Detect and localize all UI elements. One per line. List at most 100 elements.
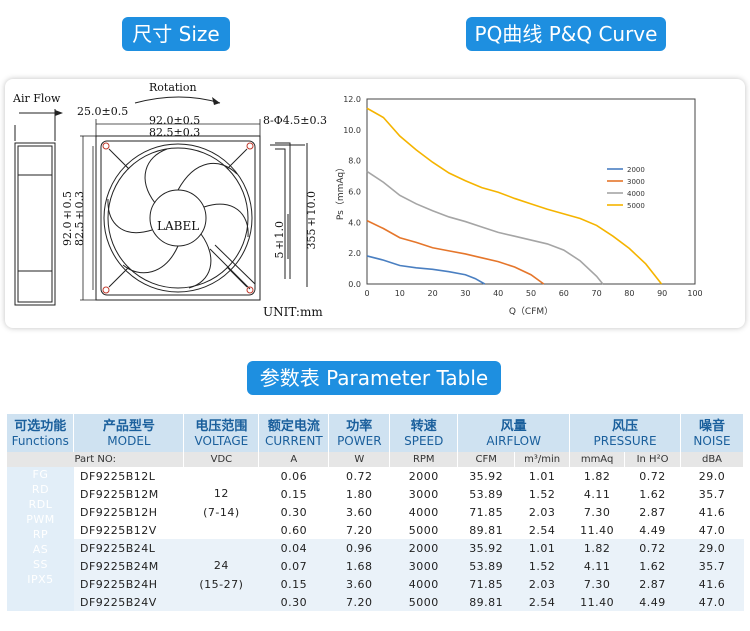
x-tick-label: 100 [687, 289, 702, 298]
function-item: RP [32, 528, 49, 541]
unit-rpm: RPM [389, 452, 459, 467]
series-line-4000 [366, 170, 604, 285]
y-tick-label: 0.0 [348, 280, 361, 289]
header-speed: 转速 SPEED [389, 414, 459, 452]
speed-cell: 2000 [389, 539, 458, 557]
power-cell: 3.60 [328, 575, 390, 593]
x-tick-label: 10 [395, 289, 405, 298]
y-tick-label: 4.0 [348, 218, 361, 227]
speed-cell: 4000 [408, 505, 439, 519]
table-units-row: Part NO: VDC A W RPM CFM m³/min mmAq In … [7, 452, 744, 467]
current-cell: 0.60 [280, 523, 308, 537]
mmaq-cell: 1.82 [569, 539, 625, 557]
series-line-2000 [366, 255, 486, 285]
rotation-label: Rotation [149, 81, 197, 94]
m3-cell: 2.54 [528, 523, 556, 537]
cfm-cell: 53.89 [469, 487, 504, 501]
cfm-cell: 71.85 [469, 505, 504, 519]
size-header: 尺寸 Size [122, 17, 230, 51]
table-body: FG RD RDL PWM RP AS SS IPX5 DF9225B12L 12 (7-14) 0.… [7, 467, 744, 611]
parameter-table-header: 参数表 Parameter Table [247, 361, 501, 395]
current-cell: 0.06 [280, 469, 308, 483]
x-tick-label: 40 [493, 289, 503, 298]
header-functions: 可选功能 Functions [7, 414, 75, 452]
unit-part-no: Part NO: [7, 452, 185, 467]
y-tick-label: 10.0 [343, 126, 361, 135]
power-cell: 1.68 [328, 557, 390, 575]
inh2o-cell: 0.72 [624, 539, 681, 557]
drawing-chart-panel: Air Flow Rotation 25.0±0.5 92.0±0.5 82.5… [5, 79, 745, 328]
current-cell: 0.04 [258, 539, 329, 557]
speed-cell: 5000 [389, 593, 458, 611]
x-tick-label: 50 [526, 289, 536, 298]
model-cell: DF9225B24H [73, 575, 184, 593]
dba-cell: 29.0 [698, 469, 726, 483]
x-axis-label: Q（CFM） [509, 306, 553, 317]
m3-cell: 1.01 [514, 539, 570, 557]
parameter-table: 可选功能 Functions 产品型号 MODEL 电压范围 VOLTAGE 额定电流… [7, 414, 744, 611]
current-cell: 0.15 [280, 487, 308, 501]
inh2o-cell: 4.49 [639, 523, 666, 537]
function-item: SS [33, 558, 48, 571]
unit-vdc: VDC [183, 452, 260, 467]
dba-cell: 47.0 [698, 523, 726, 537]
m3-cell: 2.54 [514, 593, 570, 611]
series-line-5000 [366, 107, 663, 285]
model-cell: DF9225B24V [73, 593, 184, 611]
fan-wires [270, 142, 308, 287]
depth-dimension: 25.0±0.5 [77, 105, 129, 118]
pq-curve-header: PQ曲线 P&Q Curve [466, 17, 666, 51]
function-item: RDL [28, 498, 53, 511]
dba-cell: 41.6 [680, 575, 744, 593]
power-cell: 1.80 [346, 487, 373, 501]
power-cell: 3.60 [346, 505, 373, 519]
function-item: FG [32, 468, 49, 481]
dba-cell: 35.7 [680, 557, 744, 575]
header-airflow: 风量 AIRFLOW [457, 414, 571, 452]
fan-dimension-drawing [14, 96, 308, 306]
x-tick-label: 20 [428, 289, 438, 298]
header-power: 功率 POWER [328, 414, 391, 452]
speed-cell: 5000 [408, 523, 439, 537]
legend-label-5000: 5000 [627, 202, 645, 210]
unit-w: W [328, 452, 391, 467]
model-cell: DF9225B12H [79, 505, 158, 519]
air-flow-label: Air Flow [13, 92, 61, 105]
y-axis-label: Ps（mmAq） [335, 163, 346, 220]
table-row: FG RD RDL PWM RP AS SS IPX5 DF9225B12L 12 (7-14) 0.… [7, 467, 744, 611]
table-row: DF9225B12H 0.30 3.60 4000 71.85 2.03 7.30 2.87 4… [7, 503, 744, 521]
y-tick-label: 12.0 [343, 95, 361, 104]
model-cell: DF9225B12L [79, 469, 156, 483]
mmaq-cell: 11.40 [580, 523, 615, 537]
fan-side-view [14, 109, 56, 306]
fan-label: LABEL [157, 219, 200, 233]
m3-cell: 1.52 [528, 487, 556, 501]
x-tick-label: 90 [657, 289, 667, 298]
model-cell: DF9225B12V [79, 523, 157, 537]
table-row: DF9225B12V 0.60 7.20 5000 89.81 2.54 11.40 4.49… [7, 521, 744, 539]
mmaq-cell: 11.40 [569, 593, 625, 611]
cfm-cell: 35.92 [469, 469, 504, 483]
cfm-cell: 35.92 [457, 539, 515, 557]
mmaq-cell: 7.30 [583, 505, 611, 519]
x-tick-label: 60 [559, 289, 569, 298]
legend-label-2000: 2000 [627, 166, 645, 174]
dba-cell: 35.7 [698, 487, 726, 501]
voltage-cell: 24 (15-27) [183, 539, 259, 611]
dba-cell: 47.0 [680, 593, 744, 611]
wire-end-dimension: 5±1.0 [273, 221, 286, 259]
header-voltage: 电压范围 VOLTAGE [183, 414, 260, 452]
current-cell: 0.07 [258, 557, 329, 575]
mmaq-cell: 4.11 [569, 557, 625, 575]
mmaq-cell: 1.82 [583, 469, 611, 483]
m3-cell: 1.01 [528, 469, 556, 483]
power-cell: 0.96 [328, 539, 390, 557]
voltage-range: (15-27) [199, 578, 244, 591]
x-tick-label: 30 [460, 289, 470, 298]
model-cell: DF9225B12M [79, 487, 159, 501]
wire-length-dimension: 355±10.0 [305, 191, 318, 250]
current-cell: 0.15 [258, 575, 329, 593]
pq-curve-chart: 0 10 20 30 40 50 60 70 80 90 100 0.0 2.0 4.0 6.0 8.0 10.… [335, 95, 703, 317]
voltage-range: (7-14) [203, 506, 240, 519]
plot-area [366, 98, 696, 285]
